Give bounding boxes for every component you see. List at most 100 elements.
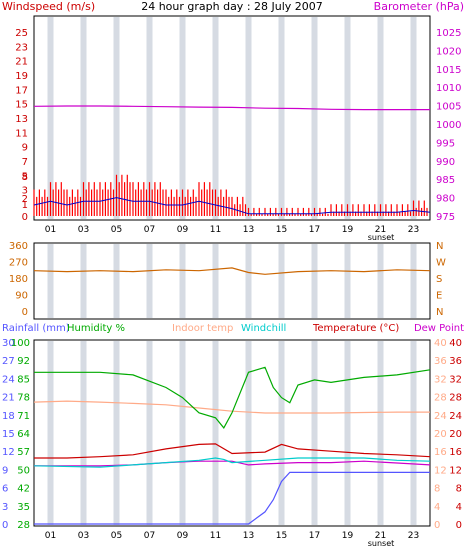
p3-grid-band [377,341,384,525]
p3-grid-band [311,341,318,525]
barometer-tick-label: 995 [436,138,455,149]
windspeed-tick-label: 13 [15,114,28,125]
x-tick-label: 17 [309,225,320,235]
p2-grid-band [245,244,252,318]
p2-grid-band [278,244,285,318]
rainfall-line [34,471,430,525]
rainfall-label: Rainfall (mm) [2,323,70,334]
x-tick-label: 07 [144,531,155,541]
windspeed-ticks: 25 23 21 19 17 15 13 11 9 7 5 3 10 2 8 [15,28,28,223]
windspeed-tick-label: 25 [15,28,28,39]
windspeed-axis-label: Windspeed (m/s) [2,0,95,13]
p2-grid-band [344,244,351,318]
x-tick-label: 21 [375,225,386,235]
humidity-tick-label: 42 [17,484,30,495]
humidity-tick-label: 78 [17,393,30,404]
sunset-label-top: sunset [368,233,395,242]
temperature-right-tick-label: 28 [449,393,462,404]
windspeed-tick-label: 23 [15,42,28,53]
direction-degree-tick-label: 90 [15,291,28,302]
x-tick-label: 05 [111,531,122,541]
barometer-tick-label: 975 [436,212,455,223]
p3-grid-band [278,341,285,525]
barometer-tick-label: 1000 [436,120,461,131]
p3-grid-band [146,341,153,525]
windspeed-tick-label: 1 [22,200,28,211]
x-tick-label: 13 [243,225,254,235]
humidity-tick-label: 64 [17,429,30,440]
temp-series [33,366,431,525]
direction-series [33,267,431,275]
temperature-line [34,443,431,459]
temperature-right-tick-label: 4 [456,502,462,513]
windspeed-tick-label: 0 [22,212,28,223]
p2-grid-band [311,244,318,318]
humidity-tick-label: 28 [17,520,30,531]
x-tick-label: 11 [210,531,221,541]
humidity-tick-label: 71 [17,411,30,422]
direction-grid [47,244,417,318]
dewpoint-label: Dew Point [414,323,464,334]
p2-grid-band [146,244,153,318]
chart-title: 24 hour graph day : 28 July 2007 [141,0,323,13]
x-tick-label: 21 [375,531,386,541]
direction-degree-ticks: 360 270 180 90 0 [9,241,28,318]
barometer-line [33,105,430,111]
temperature-left-tick-label: 32 [434,374,447,385]
direction-degree-tick-label: 0 [22,307,28,318]
rainfall-tick-label: 12 [2,447,15,458]
rainfall-tick-label: 6 [2,484,8,495]
direction-compass-tick-label: S [436,274,442,285]
barometer-tick-label: 1015 [436,65,461,76]
direction-degree-tick-label: 180 [9,274,28,285]
windspeed-tick-label: 11 [15,128,28,139]
rainfall-tick-label: 27 [2,356,15,367]
x-tick-label: 01 [45,531,56,541]
temperature-left-tick-label: 12 [434,465,447,476]
p3-grid-band [179,341,186,525]
p3-grid-band [212,341,219,525]
x-tick-label: 23 [408,531,419,541]
p1-grid-band [146,17,153,219]
barometer-axis-label: Barometer (hPa) [374,0,464,13]
x-tick-label: 07 [144,225,155,235]
x-tick-label: 19 [342,225,354,235]
temperature-left-tick-label: 24 [434,411,447,422]
humidity-tick-label: 50 [17,465,30,476]
rainfall-tick-label: 0 [2,520,8,531]
p2-grid-band [377,244,384,318]
direction-compass-tick-label: E [436,291,442,302]
x-tick-label: 15 [276,225,287,235]
rainfall-tick-label: 15 [2,429,15,440]
humidity-tick-label: 92 [17,356,30,367]
p3-grid-band [410,341,417,525]
p1-grid-band [278,17,285,219]
temperature-left-tick-label: 28 [434,393,447,404]
windspeed-tick-label: 17 [15,85,28,96]
p1-grid-band [113,17,120,219]
windspeed-tick-label: 15 [15,100,28,111]
rainfall-tick-label: 30 [2,338,15,349]
wind-baro-series [33,105,431,216]
windchill-label: Windchill [241,323,286,334]
temperature-label: Temperature (°C) [312,323,399,334]
rainfall-tick-label: 9 [2,465,8,476]
p1-grid-band [80,17,87,219]
p1-grid-band [179,17,186,219]
windspeed-average-line [33,197,431,215]
humidity-line [34,366,431,429]
barometer-tick-label: 1005 [436,102,461,113]
x-tick-label: 23 [408,225,419,235]
p1-grid-band [410,17,417,219]
temperature-left-tick-label: 0 [434,520,440,531]
barometer-tick-label: 980 [436,194,455,205]
barometer-tick-label: 1025 [436,28,461,39]
direction-compass-tick-label: N [436,307,443,318]
windspeed-tick-label: 8 [22,172,28,183]
windspeed-tick-label: 5 [22,171,28,182]
